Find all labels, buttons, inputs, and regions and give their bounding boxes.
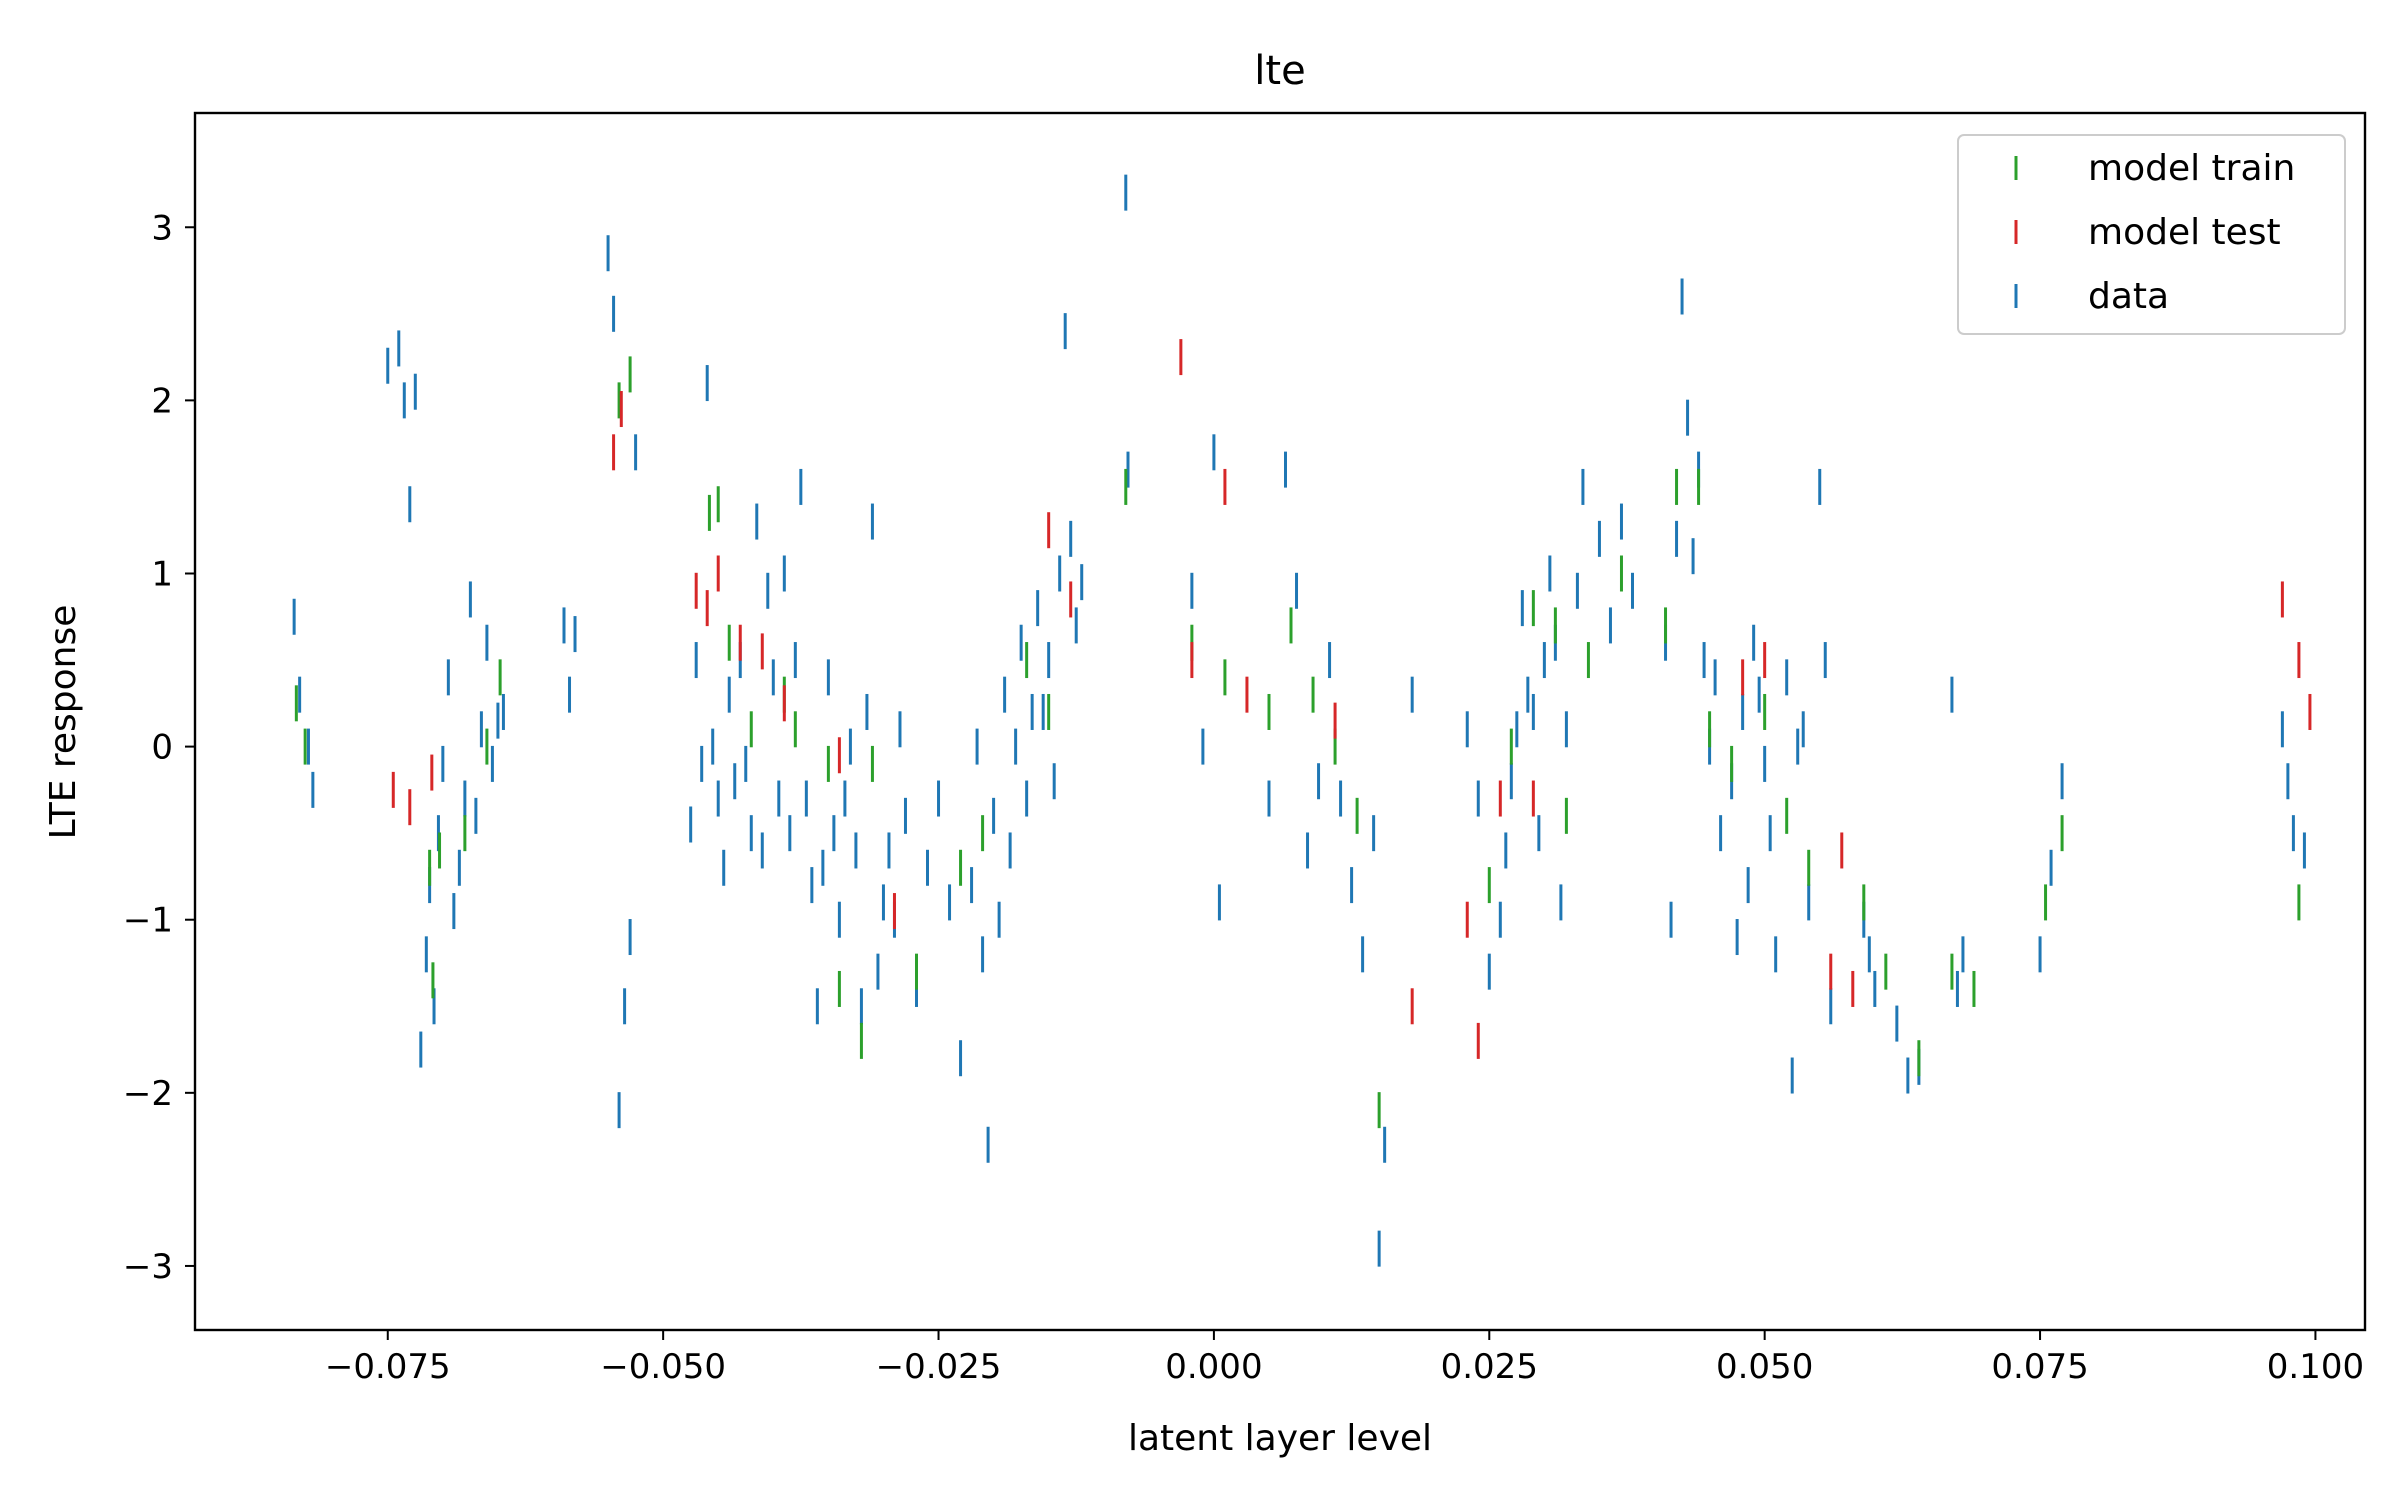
plot-frame — [193, 111, 2367, 1332]
y-tick-label: 2 — [151, 381, 173, 421]
y-axis: −3 −2 −1 0 1 2 3 — [123, 208, 195, 1287]
x-tick-label: 0.075 — [1991, 1347, 2088, 1387]
series-model-train — [294, 356, 2301, 1129]
x-tick-label: 0.025 — [1441, 1347, 1538, 1387]
y-tick-label: 3 — [151, 208, 173, 248]
legend: model train model test data — [1957, 134, 2346, 335]
y-tick-label: −1 — [123, 901, 173, 941]
x-tick-label: −0.025 — [876, 1347, 1002, 1387]
legend-label-data: data — [2088, 276, 2169, 317]
x-tick-label: 0.000 — [1165, 1347, 1262, 1387]
series-model-test — [391, 339, 2312, 1059]
legend-label-model-train: model train — [2088, 148, 2295, 189]
x-tick-label: 0.100 — [2267, 1347, 2364, 1387]
x-axis-title: latent layer level — [1128, 1418, 1432, 1459]
y-tick-label: 1 — [151, 554, 173, 594]
chart-title: lte — [1254, 48, 1305, 94]
y-tick-label: −3 — [123, 1247, 173, 1287]
plot-area — [292, 174, 2312, 1267]
x-tick-label: −0.075 — [325, 1347, 451, 1387]
x-tick-label: 0.050 — [1716, 1347, 1813, 1387]
legend-frame — [1957, 134, 2346, 335]
y-tick-label: −2 — [123, 1074, 173, 1114]
y-axis-title: LTE response — [43, 605, 84, 840]
legend-label-model-test: model test — [2088, 212, 2281, 253]
x-axis: −0.075 −0.050 −0.025 0.000 0.025 0.050 0.075 0.… — [325, 1330, 2364, 1387]
y-tick-label: 0 — [151, 728, 173, 768]
x-tick-label: −0.050 — [600, 1347, 726, 1387]
series-data — [292, 174, 2306, 1267]
